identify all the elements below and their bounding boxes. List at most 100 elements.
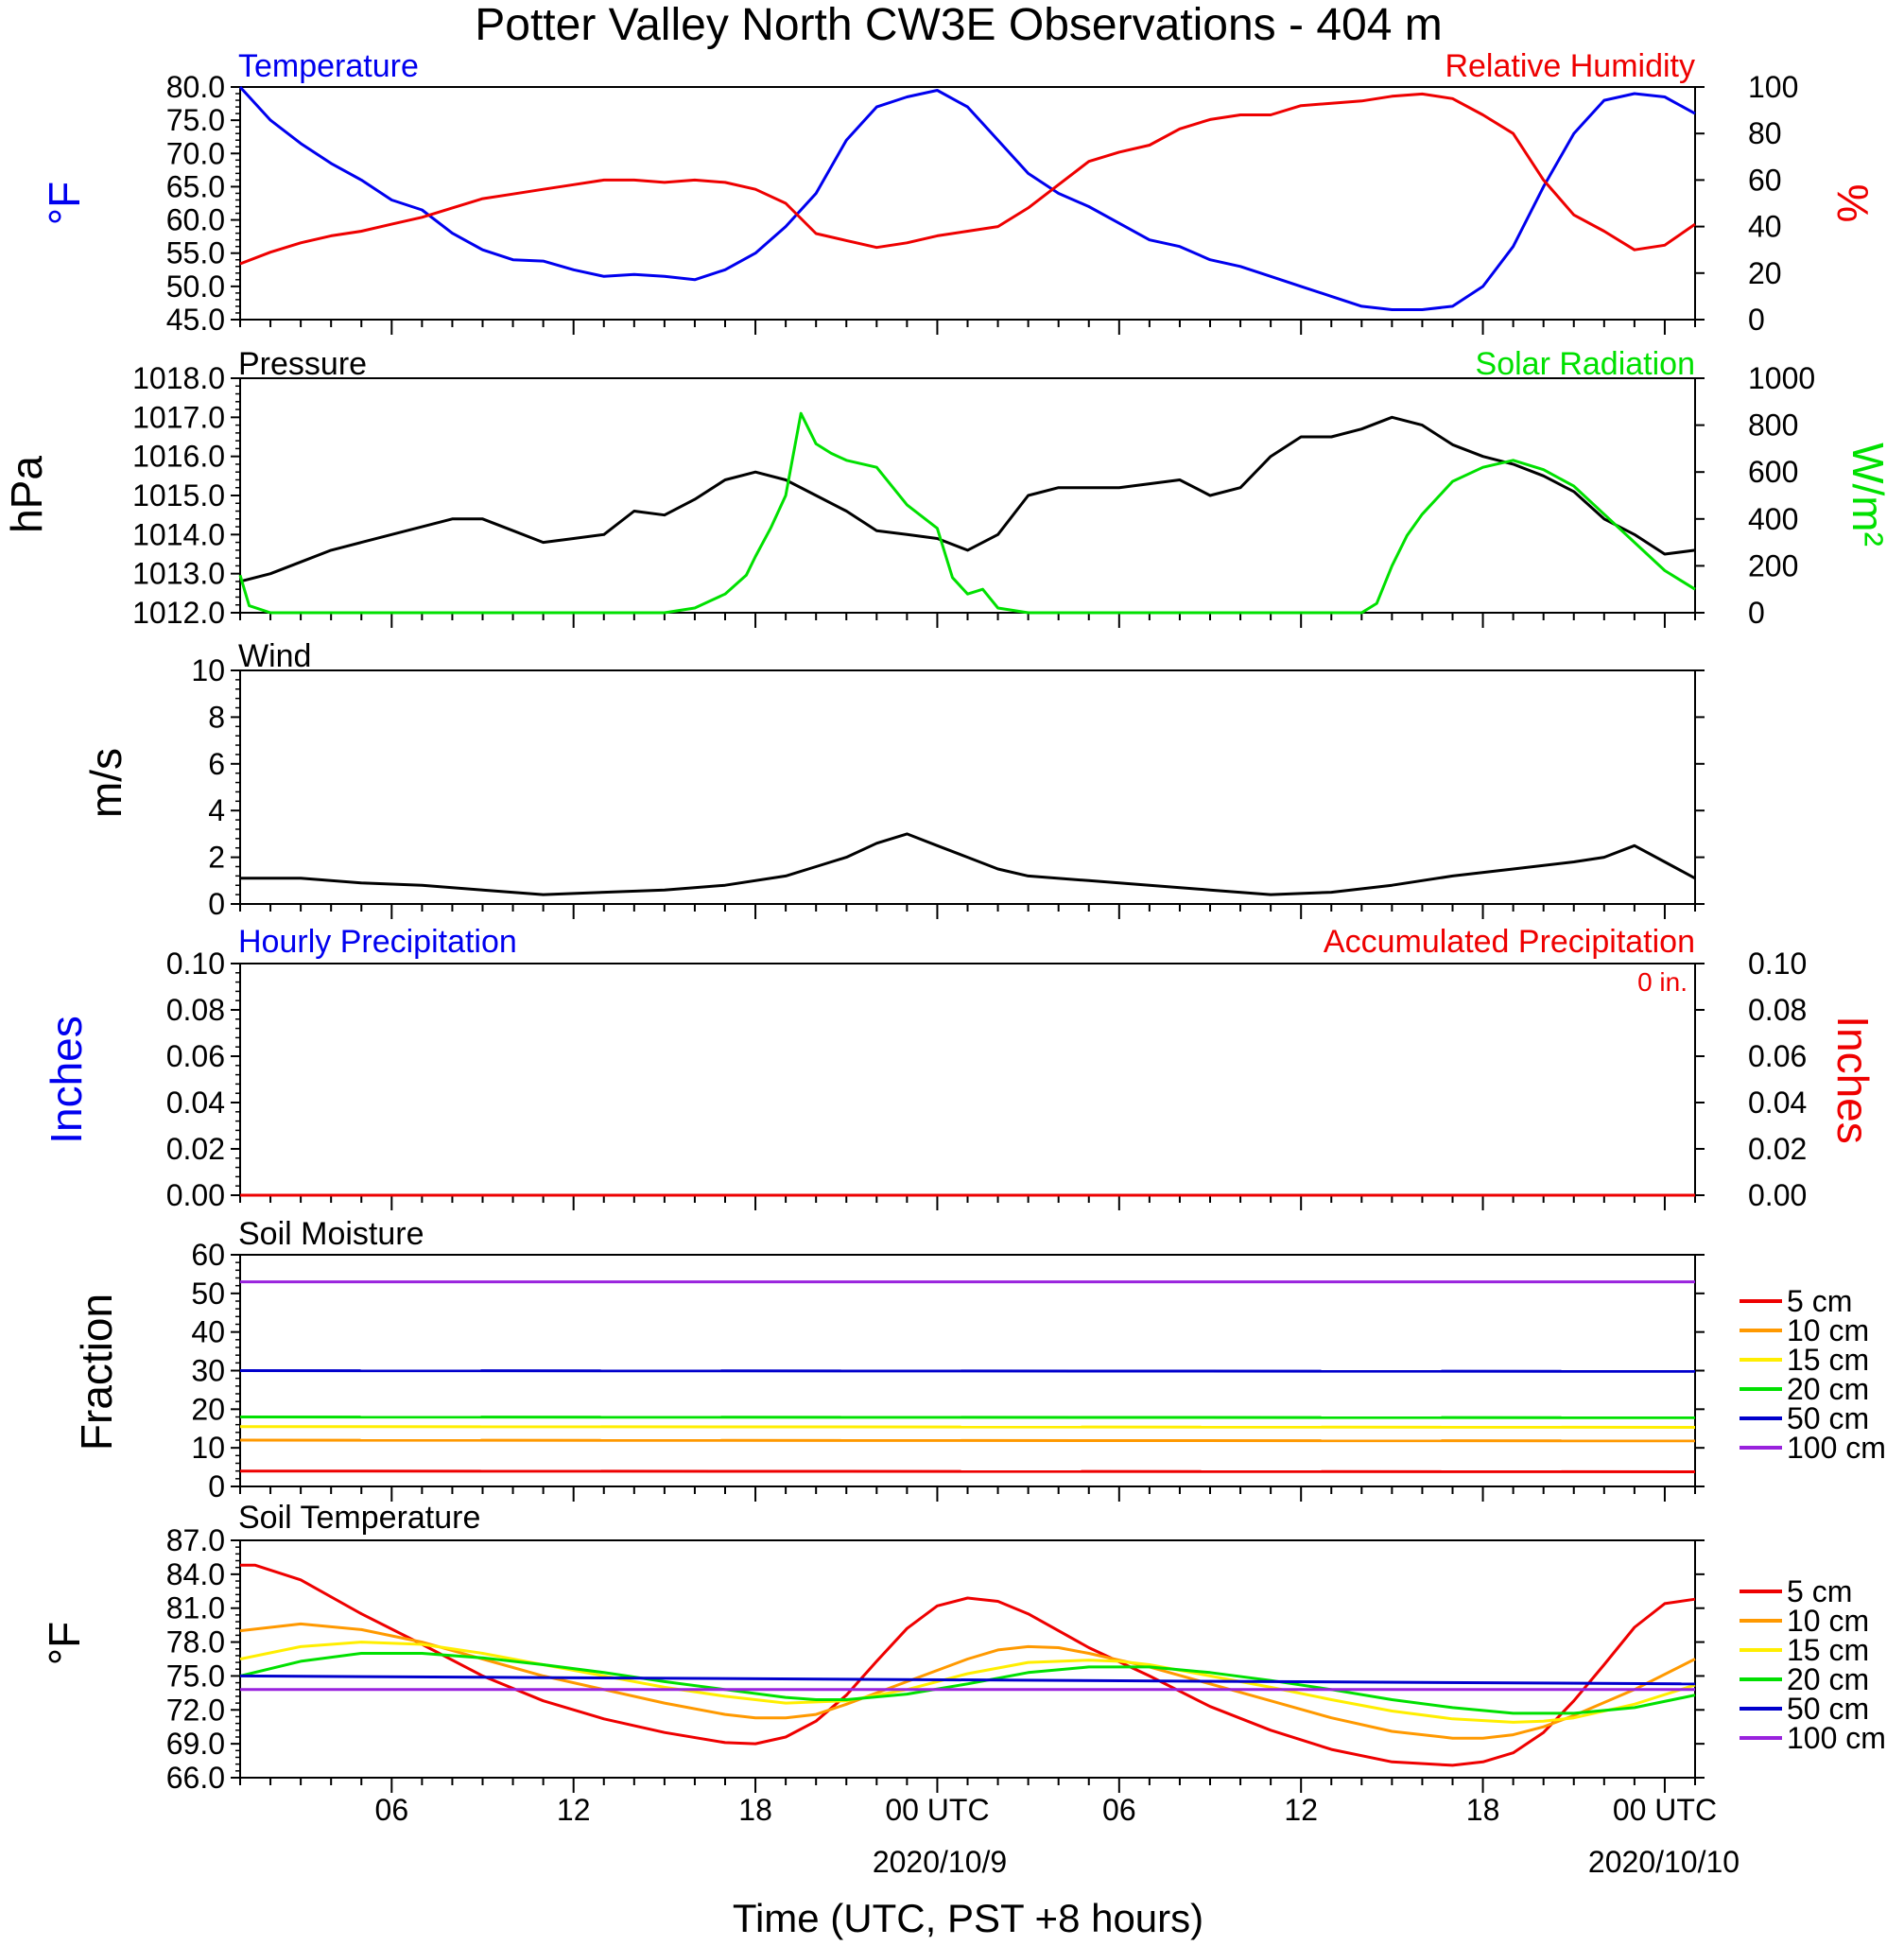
y-tick-label-left: 78.0 <box>166 1625 225 1659</box>
panel-title-accumulated-precipitation: Accumulated Precipitation <box>1324 924 1695 960</box>
series-line-10-cm <box>239 1622 1696 1740</box>
y-axis-title-left: hPa <box>2 456 51 533</box>
legend-label: 50 cm <box>1787 1692 1869 1726</box>
x-tick-label: 06 <box>375 1793 409 1827</box>
y-tick-label-left: 4 <box>208 793 225 827</box>
y-tick-label-left: 1013.0 <box>132 557 225 591</box>
y-tick-label-left: 2 <box>208 841 225 875</box>
y-tick-label-right: 0 <box>1748 596 1765 630</box>
y-tick-label-left: 60 <box>191 1238 225 1272</box>
x-tick-label: 06 <box>1102 1793 1136 1827</box>
panel-title-soil-temperature: Soil Temperature <box>238 1500 480 1536</box>
plot-frame <box>239 86 1696 321</box>
series-line-temperature <box>238 85 1696 311</box>
y-tick-label-left: 20 <box>191 1392 225 1426</box>
y-axis-title-right: W/m² <box>1843 443 1893 547</box>
series-line-10-cm <box>239 1438 1696 1443</box>
y-axis-title-left: °F <box>40 182 89 226</box>
panel-title-temperature: Temperature <box>238 48 419 84</box>
y-axis-title-left: Fraction <box>72 1294 121 1451</box>
series-line-solar-radiation <box>238 411 1696 615</box>
chart-title: Potter Valley North CW3E Observations - … <box>475 0 1443 50</box>
pressure-solar-panel: Pressure Solar Radiation hPa W/m² 1018.0… <box>2 346 1893 630</box>
wind-panel: Wind m/s 10 8 6 4 2 0 <box>81 638 1705 921</box>
y-tick-label-right: 0.04 <box>1748 1086 1807 1120</box>
y-tick-label-right: 60 <box>1748 163 1782 197</box>
y-tick-label-right: 0.06 <box>1748 1039 1807 1073</box>
y-tick-label-right: 100 <box>1748 70 1798 104</box>
y-axis-title-left: m/s <box>81 748 130 818</box>
legend-label: 10 cm <box>1787 1313 1869 1347</box>
y-axis-title-right: Inches <box>1828 1016 1878 1144</box>
y-tick-label-left: 8 <box>208 700 225 734</box>
y-tick-label-left: 0.10 <box>166 947 225 981</box>
series-line-50-cm <box>239 1369 1696 1373</box>
y-tick-label-left: 60.0 <box>166 203 225 237</box>
x-axis: 06 12 18 00 UTC 06 12 18 00 UTC <box>375 1793 1718 1827</box>
y-tick-label-left: 1014.0 <box>132 517 225 551</box>
y-tick-label-left: 55.0 <box>166 236 225 270</box>
panel-title-soil-moisture: Soil Moisture <box>238 1216 424 1252</box>
y-tick-label-left: 40 <box>191 1315 225 1349</box>
y-tick-label-right: 400 <box>1748 502 1798 536</box>
y-tick-label-left: 75.0 <box>166 103 225 137</box>
series-line-5-cm <box>239 1469 1696 1473</box>
legend-label: 15 cm <box>1787 1343 1869 1377</box>
date-label-2: 2020/10/10 <box>1588 1845 1740 1879</box>
y-tick-label-left: 72.0 <box>166 1693 225 1727</box>
panel-title-solar-radiation: Solar Radiation <box>1476 346 1695 382</box>
y-tick-label-left: 0.06 <box>166 1039 225 1073</box>
y-tick-label-left: 0.08 <box>166 993 225 1027</box>
accumulated-total-annotation: 0 in. <box>1637 967 1688 997</box>
panel-title-wind: Wind <box>238 638 311 674</box>
legend-label: 50 cm <box>1787 1401 1869 1435</box>
y-tick-label-left: 6 <box>208 747 225 781</box>
y-tick-label-right: 1000 <box>1748 361 1815 395</box>
panel-title-pressure: Pressure <box>238 346 367 382</box>
legend-label: 5 cm <box>1787 1284 1852 1318</box>
legend-label: 10 cm <box>1787 1604 1869 1638</box>
series-line-20-cm <box>239 1416 1696 1419</box>
x-tick-label: 12 <box>557 1793 591 1827</box>
y-tick-label-right: 200 <box>1748 548 1798 582</box>
plot-frame <box>239 963 1696 1196</box>
y-tick-label-left: 70.0 <box>166 136 225 170</box>
series-line-relative-humidity <box>239 92 1696 266</box>
y-tick-label-left: 0.04 <box>166 1086 225 1120</box>
legend-label: 20 cm <box>1787 1372 1869 1406</box>
y-tick-label-left: 30 <box>191 1354 225 1388</box>
y-tick-label-left: 0 <box>208 1469 225 1503</box>
y-axis-title-left: °F <box>40 1622 89 1666</box>
y-tick-label-left: 80.0 <box>166 70 225 104</box>
legend-label: 100 cm <box>1787 1431 1886 1465</box>
date-label-1: 2020/10/9 <box>873 1845 1007 1879</box>
y-axis-title-left: Inches <box>42 1016 91 1144</box>
series-line-15-cm <box>239 1425 1696 1429</box>
y-tick-label-left: 10 <box>191 653 225 687</box>
series-line-wind <box>240 832 1696 896</box>
series-line-pressure <box>239 415 1696 583</box>
legend-label: 15 cm <box>1787 1633 1869 1667</box>
x-tick-label: 00 UTC <box>885 1793 989 1827</box>
y-tick-label-left: 0.00 <box>166 1178 225 1212</box>
plot-frame <box>239 377 1696 614</box>
precipitation-panel: Hourly Precipitation Accumulated Precipi… <box>42 924 1878 1212</box>
y-tick-label-right: 600 <box>1748 455 1798 489</box>
legend-label: 5 cm <box>1787 1574 1852 1608</box>
y-tick-label-right: 0 <box>1748 303 1765 337</box>
panel-title-hourly-precipitation: Hourly Precipitation <box>238 924 517 960</box>
y-tick-label-right: 0.02 <box>1748 1132 1807 1166</box>
series-line-5-cm <box>240 1563 1696 1767</box>
series-line-50-cm <box>239 1674 1696 1686</box>
legend-label: 20 cm <box>1787 1662 1869 1696</box>
legend-label: 100 cm <box>1787 1721 1886 1755</box>
y-tick-label-right: 0.10 <box>1748 947 1807 981</box>
x-tick-label: 00 UTC <box>1613 1793 1717 1827</box>
y-tick-label-left: 65.0 <box>166 169 225 203</box>
y-tick-label-left: 1015.0 <box>132 478 225 513</box>
y-tick-label-left: 69.0 <box>166 1727 225 1761</box>
y-tick-label-right: 0.08 <box>1748 993 1807 1027</box>
y-tick-label-left: 87.0 <box>166 1523 225 1557</box>
plot-frame <box>239 669 1696 905</box>
y-tick-label-left: 84.0 <box>166 1557 225 1591</box>
